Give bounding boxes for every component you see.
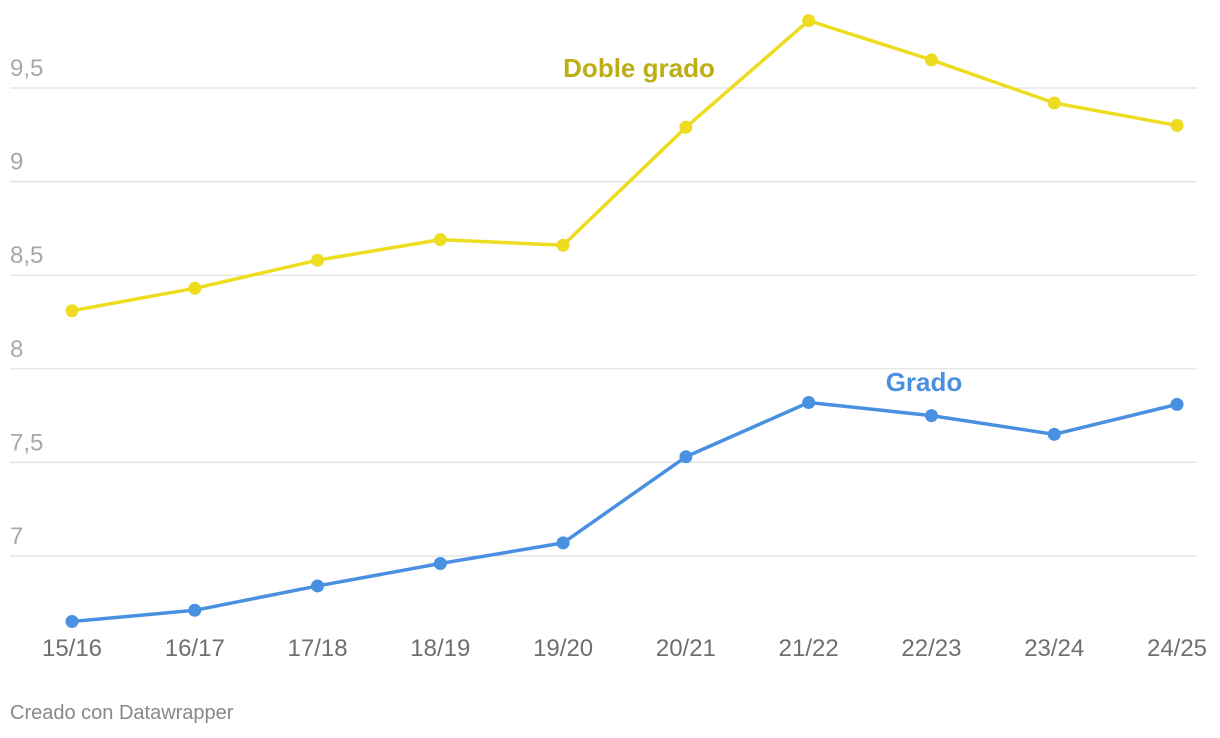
data-point xyxy=(433,233,447,247)
series-group xyxy=(65,14,1184,629)
data-point xyxy=(802,395,816,409)
x-tick-label: 17/18 xyxy=(288,635,348,662)
y-tick-label: 8,5 xyxy=(10,242,43,269)
data-point xyxy=(311,579,325,593)
data-point xyxy=(679,450,693,464)
data-point xyxy=(802,14,816,28)
data-point xyxy=(188,603,202,617)
data-point xyxy=(556,536,570,550)
x-tick-label: 24/25 xyxy=(1147,635,1207,662)
x-tick-label: 23/24 xyxy=(1024,635,1084,662)
series-doble-grado xyxy=(65,14,1184,318)
series-line xyxy=(70,18,1179,313)
data-point xyxy=(1170,118,1184,132)
y-tick-label: 7 xyxy=(10,523,23,550)
x-tick-label: 19/20 xyxy=(533,635,593,662)
data-point xyxy=(924,53,938,67)
x-tick-label: 16/17 xyxy=(165,635,225,662)
data-point xyxy=(65,304,79,318)
data-point xyxy=(188,281,202,295)
data-point xyxy=(1047,96,1061,110)
y-tick-label: 8 xyxy=(10,336,23,363)
series-line xyxy=(70,400,1179,624)
data-point xyxy=(679,120,693,134)
y-tick-label: 9 xyxy=(10,149,23,176)
series-label: Doble grado xyxy=(563,53,715,83)
series-grado xyxy=(65,395,1184,629)
x-tick-label: 18/19 xyxy=(410,635,470,662)
line-chart: 7 7,5 8 8,5 9 9,5 15/16 16/17 17/18 18/19 19/20 20… xyxy=(10,14,1207,662)
x-tick-label: 20/21 xyxy=(656,635,716,662)
y-tick-label: 9,5 xyxy=(10,55,43,82)
y-axis-ticks: 7 7,5 8 8,5 9 9,5 xyxy=(10,55,43,550)
credit-text: Creado con Datawrapper xyxy=(10,702,234,724)
y-tick-label: 7,5 xyxy=(10,429,43,456)
series-labels: Doble grado Grado xyxy=(563,53,962,397)
data-point xyxy=(556,238,570,252)
data-point xyxy=(1170,397,1184,411)
data-point xyxy=(924,409,938,423)
x-tick-label: 21/22 xyxy=(779,635,839,662)
x-axis-ticks: 15/16 16/17 17/18 18/19 19/20 20/21 21/22 22/23… xyxy=(42,635,1207,662)
x-tick-label: 22/23 xyxy=(901,635,961,662)
gridlines xyxy=(10,87,1197,557)
data-point xyxy=(433,556,447,570)
data-point xyxy=(1047,427,1061,441)
x-tick-label: 15/16 xyxy=(42,635,102,662)
series-label: Grado xyxy=(886,367,963,397)
data-point xyxy=(65,615,79,629)
data-point xyxy=(311,253,325,267)
